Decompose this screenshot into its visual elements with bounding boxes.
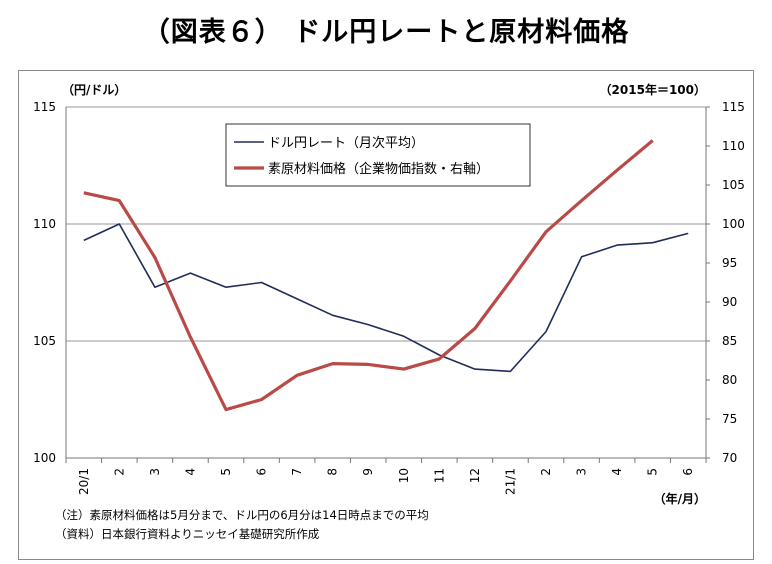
right-tick-label: 95 xyxy=(722,256,737,270)
x-tick-label: 5 xyxy=(646,468,660,476)
series-line-raw-materials xyxy=(83,139,654,412)
x-axis-unit: （年/月） xyxy=(654,491,706,506)
right-tick-label: 70 xyxy=(722,451,737,465)
x-tick-label: 9 xyxy=(361,468,375,476)
footnote-note: （注）素原材料価格は5月分まで、ドル円の6月分は14日時点までの平均 xyxy=(55,508,429,522)
x-tick-label: 21/1 xyxy=(503,468,517,495)
right-tick-label: 100 xyxy=(722,217,745,231)
left-tick-label: 105 xyxy=(33,334,56,348)
right-tick-label: 110 xyxy=(722,139,745,153)
x-tick-label: 3 xyxy=(148,468,162,476)
right-tick-label: 115 xyxy=(722,100,745,114)
x-tick-label: 2 xyxy=(112,468,126,476)
right-tick-label: 90 xyxy=(722,295,737,309)
right-tick-label: 85 xyxy=(722,334,737,348)
left-tick-label: 110 xyxy=(33,217,56,231)
legend-label: 素原材料価格（企業物価指数・右軸） xyxy=(268,161,489,177)
x-tick-label: 3 xyxy=(575,468,589,476)
x-tick-label: 11 xyxy=(432,468,446,483)
chart-title: （図表６） ドル円レートと原材料価格 xyxy=(142,17,630,48)
x-tick-label: 12 xyxy=(468,468,482,483)
chart-frame xyxy=(18,70,754,560)
right-tick-label: 105 xyxy=(722,178,745,192)
right-axis-unit: （2015年＝100） xyxy=(600,82,706,97)
x-tick-label: 6 xyxy=(681,468,695,476)
axis-ticks: 10010511011570758085909510010511011520/1… xyxy=(33,100,745,495)
x-tick-label: 4 xyxy=(610,468,624,476)
legend-box xyxy=(225,123,531,187)
x-tick-label: 6 xyxy=(255,468,269,476)
x-tick-label: 5 xyxy=(219,468,233,476)
right-tick-label: 75 xyxy=(722,412,737,426)
footnote-source: （資料）日本銀行資料よりニッセイ基礎研究所作成 xyxy=(55,527,320,541)
x-tick-label: 8 xyxy=(326,468,340,476)
x-tick-label: 2 xyxy=(539,468,553,476)
legend: ドル円レート（月次平均） 素原材料価格（企業物価指数・右軸） xyxy=(225,123,531,187)
series-line-usdjpy xyxy=(83,223,689,373)
left-tick-label: 115 xyxy=(33,100,56,114)
left-tick-label: 100 xyxy=(33,451,56,465)
series-lines xyxy=(83,139,689,412)
legend-label: ドル円レート（月次平均） xyxy=(268,135,424,151)
x-tick-label: 4 xyxy=(183,468,197,476)
right-tick-label: 80 xyxy=(722,373,737,387)
left-axis-unit: （円/ドル） xyxy=(62,82,126,97)
x-tick-label: 10 xyxy=(397,468,411,483)
x-tick-label: 7 xyxy=(290,468,304,476)
x-tick-label: 20/1 xyxy=(77,468,91,495)
